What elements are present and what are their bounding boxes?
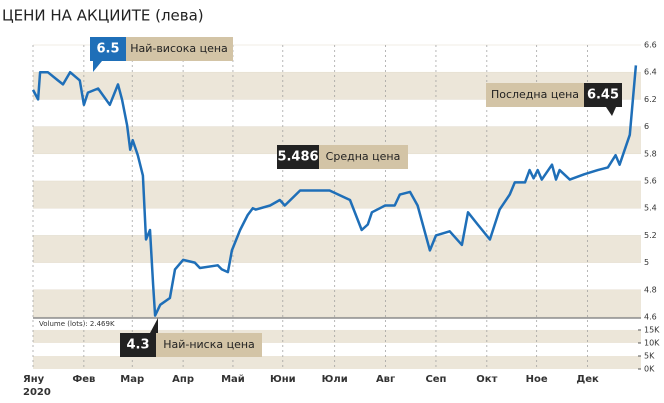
volume-tick-label: 5K [644, 351, 655, 360]
y-tick-label: 6.2 [644, 95, 657, 104]
x-tick-label: Юли [322, 374, 348, 385]
y-tick-label: 5.6 [644, 177, 657, 186]
y-tick-label: 5.8 [644, 149, 657, 158]
annotation-value: 6.5 [96, 42, 119, 57]
annotation-text: Най-висока цена [130, 42, 228, 55]
annotation-value: 4.3 [126, 338, 149, 353]
volume-tick-label: 0K [644, 365, 655, 374]
y-tick-label: 4.6 [644, 313, 657, 322]
x-tick-label: Юни [270, 374, 296, 385]
callout-pointer [150, 318, 158, 333]
callout-pointer [606, 107, 616, 116]
price-line [31, 65, 638, 317]
x-tick-label: Дек [576, 374, 599, 385]
y-tick-label: 6 [644, 122, 649, 131]
chart-title: ЦЕНИ НА АКЦИИТЕ (лева) [2, 7, 204, 25]
x-tick-label: Май [221, 374, 245, 385]
callout-box [319, 145, 408, 169]
year-label: 2020 [23, 387, 51, 398]
annotation-text: Средна цена [326, 150, 401, 163]
volume-band [33, 355, 641, 369]
x-tick-label: Авг [376, 374, 395, 385]
x-tick-label: Ное [526, 374, 548, 385]
callout-box [90, 37, 126, 61]
y-tick-label: 6.6 [644, 41, 657, 50]
x-tick-label: Фев [72, 374, 95, 385]
x-tick-label: Апр [172, 374, 194, 385]
annotation-text: Последна цена [491, 88, 579, 101]
y-tick-label: 4.8 [644, 285, 657, 294]
x-tick-label: Окт [476, 374, 497, 385]
annotation-value: 6.45 [587, 88, 619, 103]
x-tick-label: Яну [23, 374, 45, 385]
callout-box [277, 145, 319, 169]
callouts: 6.5 Най-висока цена 4.3 Най-ниска цена 5… [90, 37, 622, 357]
x-tick-label: Мар [120, 374, 144, 385]
volume-label: Volume (lots): 2.469K [39, 320, 115, 328]
callout-box [120, 333, 156, 357]
callout-box [584, 83, 622, 107]
y-tick-label: 5 [644, 258, 649, 267]
callout-box [126, 37, 233, 61]
callout-pointer [93, 61, 102, 72]
volume-tick-label: 15K [644, 325, 660, 334]
annotation-value: 5.486 [277, 150, 318, 165]
y-tick-label: 5.4 [644, 204, 657, 213]
y-tick-label: 6.4 [644, 68, 657, 77]
band [33, 289, 641, 317]
y-tick-label: 5.2 [644, 231, 657, 240]
annotation-text: Най-ниска цена [163, 338, 255, 351]
x-tick-label: Сеп [425, 374, 446, 385]
callout-box [486, 83, 584, 107]
volume-tick-label: 10K [644, 338, 660, 347]
callout-box [156, 333, 262, 357]
band [33, 235, 641, 263]
